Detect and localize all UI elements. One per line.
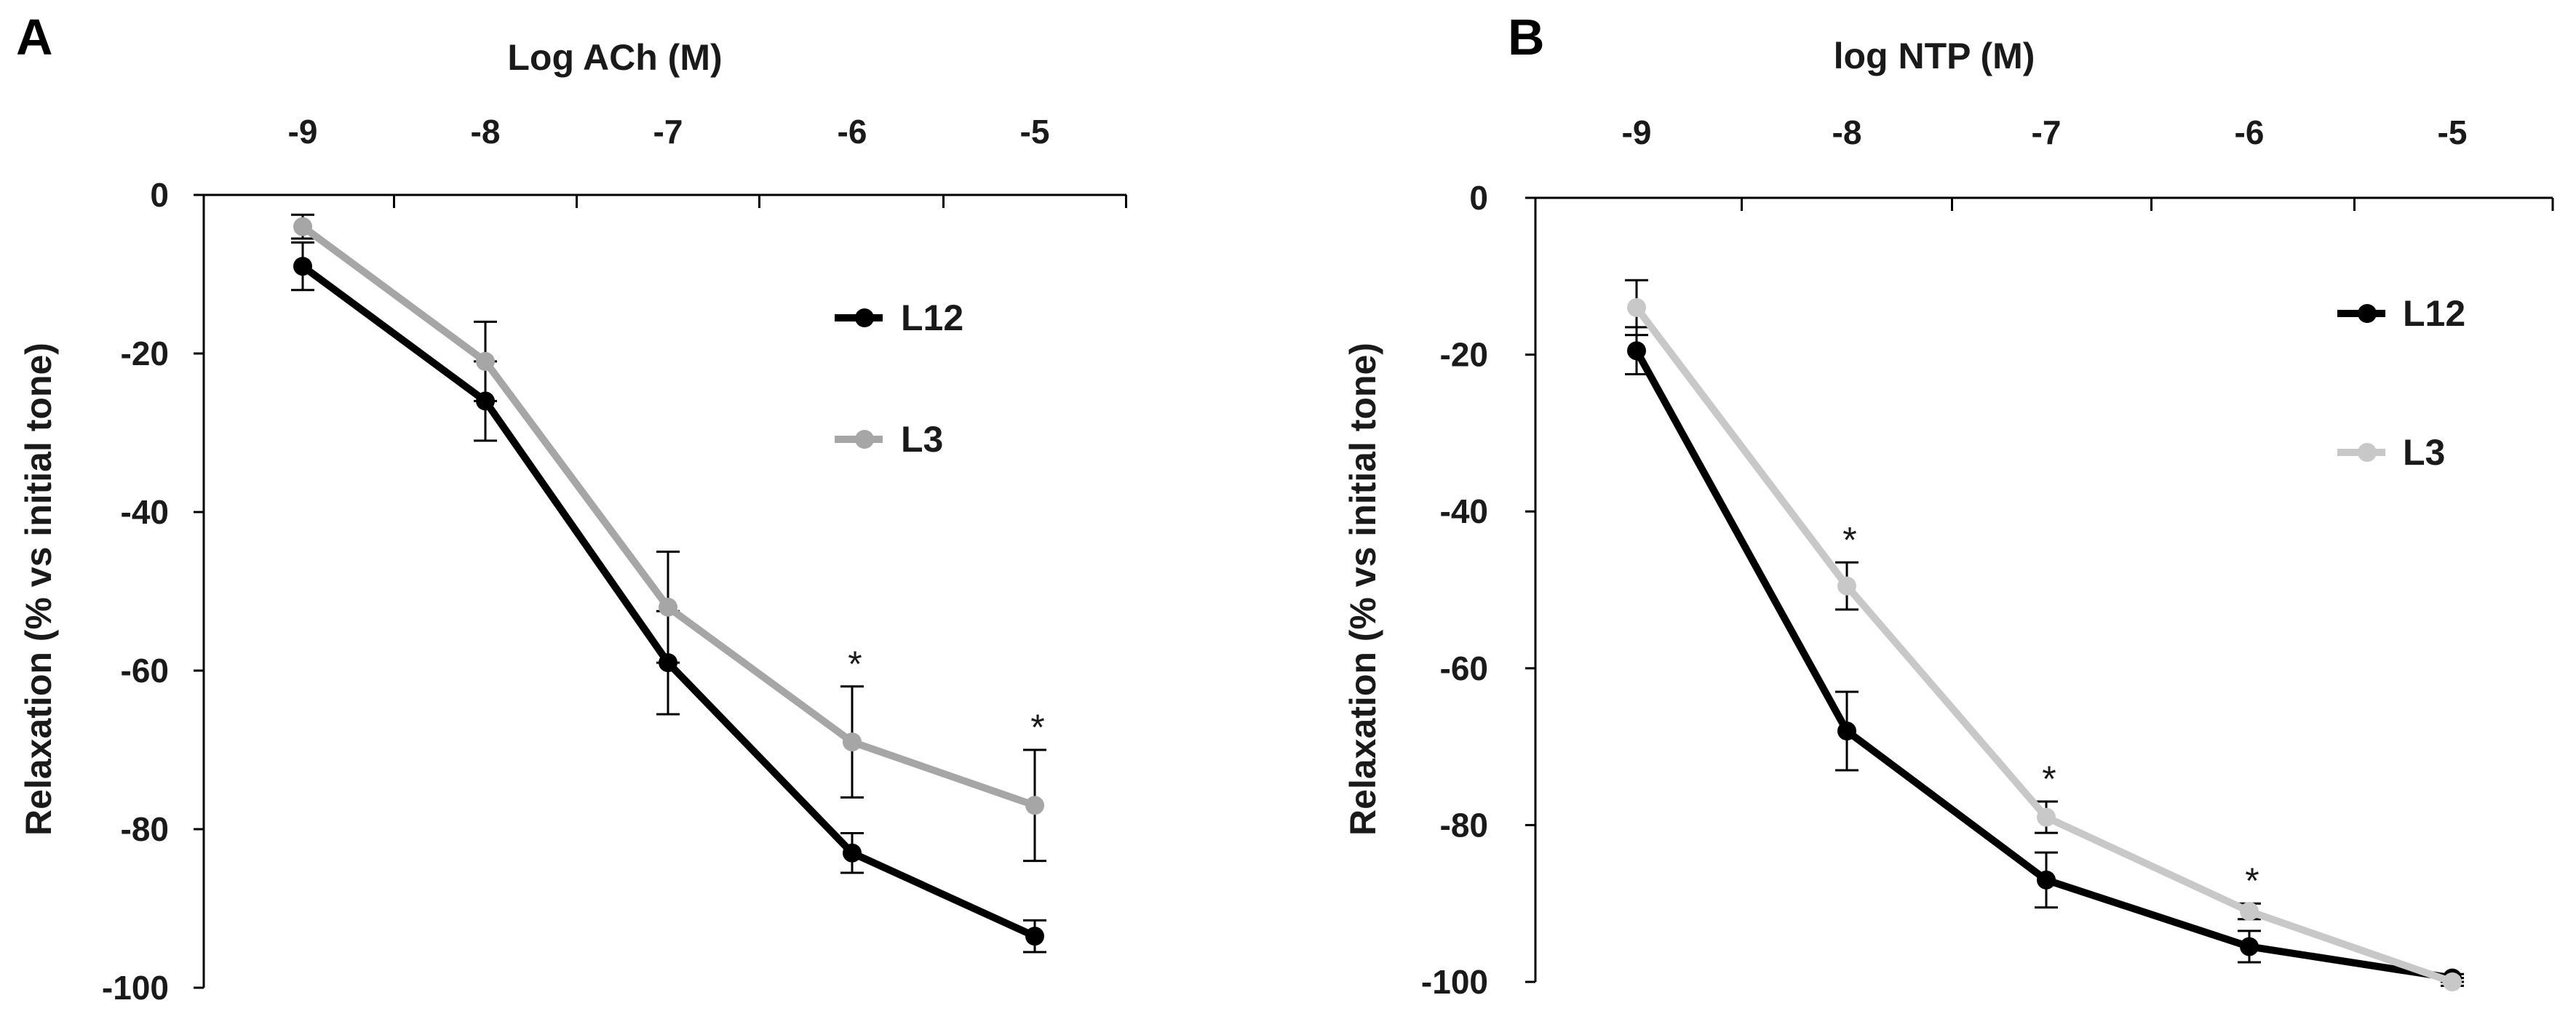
series-l3 (291, 213, 1046, 863)
data-point (1627, 297, 1646, 317)
panel-letter: A (16, 9, 53, 65)
data-point (2443, 972, 2462, 991)
panel-letter: B (1508, 9, 1545, 65)
y-tick-label: -100 (1421, 963, 1488, 1001)
x-tick-label: -8 (1832, 113, 1862, 151)
data-point (843, 732, 862, 752)
significance-star: * (1030, 707, 1044, 748)
legend-label: L3 (901, 419, 943, 460)
y-axis-title: Relaxation (% vs initial tone) (1343, 343, 1383, 836)
x-tick-label: -9 (1622, 113, 1652, 151)
x-tick-label: -6 (2235, 113, 2265, 151)
y-axis-title: Relaxation (% vs initial tone) (18, 343, 59, 836)
data-point (1025, 927, 1044, 946)
significance-star: * (2042, 759, 2056, 799)
data-point (2240, 937, 2259, 956)
panel-a: A Log ACh (M) Relaxation (% vs initial ton… (16, 9, 1127, 1007)
data-point (1627, 341, 1646, 361)
data-point (843, 843, 862, 863)
y-tick-label: 0 (150, 176, 169, 214)
data-point (2037, 870, 2056, 890)
y-tick-label: -40 (121, 493, 169, 531)
data-point (293, 217, 312, 236)
legend-label: L12 (2403, 293, 2465, 334)
x-tick-label: -8 (471, 113, 501, 151)
x-tick-label: -5 (1020, 113, 1050, 151)
legend-swatch-marker (2358, 443, 2377, 462)
data-point (293, 257, 312, 276)
data-point (1837, 576, 1856, 596)
y-tick-label: -80 (1440, 806, 1488, 844)
series-l3 (1625, 279, 2464, 991)
data-point (1025, 796, 1044, 815)
legend-label: L3 (2403, 432, 2445, 473)
y-tick-label: 0 (1469, 179, 1488, 217)
data-point (2240, 901, 2259, 921)
y-tick-label: -100 (102, 969, 169, 1007)
data-point (2037, 807, 2056, 827)
x-tick-label: -7 (2032, 113, 2062, 151)
legend-swatch-marker (855, 308, 874, 327)
y-tick-label: -20 (121, 335, 169, 372)
x-tick-label: -6 (838, 113, 867, 151)
legend-swatch-marker (2358, 304, 2377, 323)
significance-star: * (848, 644, 862, 684)
x-axis-title: Log ACh (M) (507, 37, 722, 78)
y-tick-label: -20 (1440, 336, 1488, 374)
data-point (1837, 722, 1856, 741)
y-tick-label: -60 (1440, 650, 1488, 687)
legend-label: L12 (901, 297, 963, 338)
y-tick-label: -40 (1440, 492, 1488, 530)
y-tick-label: -60 (121, 652, 169, 690)
legend-swatch-marker (855, 430, 874, 449)
x-axis-title: log NTP (M) (1834, 36, 2035, 76)
series-l12 (1625, 326, 2464, 988)
data-point (476, 351, 495, 371)
significance-star: * (2245, 860, 2259, 901)
x-tick-label: -7 (653, 113, 683, 151)
x-tick-label: -5 (2438, 113, 2468, 151)
significance-star: * (1842, 519, 1856, 560)
x-tick-label: -9 (288, 113, 318, 151)
data-point (659, 597, 677, 617)
y-tick-label: -80 (121, 810, 169, 848)
